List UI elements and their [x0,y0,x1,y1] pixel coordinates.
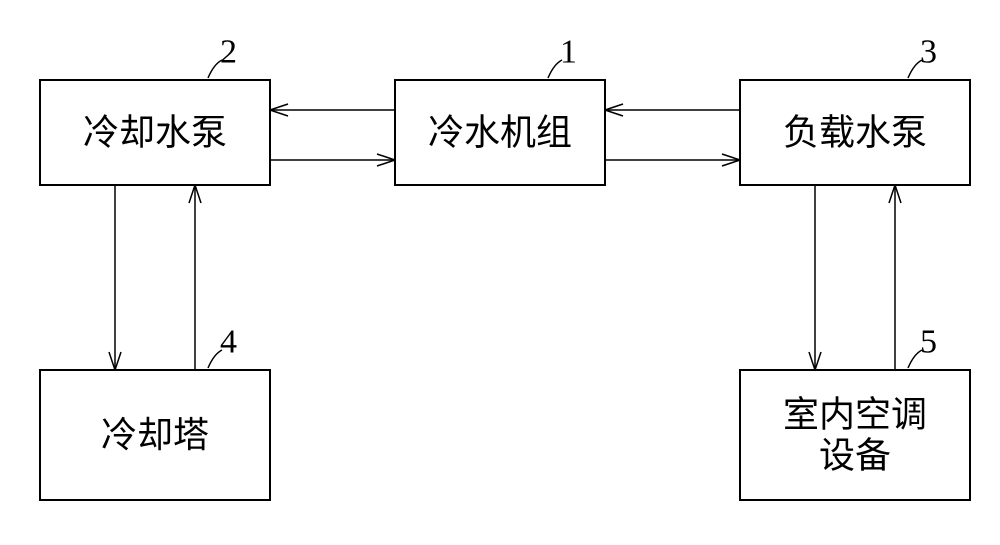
arrowhead [722,160,740,166]
node-label: 冷却水泵 [83,113,227,153]
node-number: 1 [560,34,577,71]
arrowhead [815,352,821,370]
arrowhead [377,154,395,160]
node-number: 3 [920,34,937,71]
arrowhead [377,160,395,166]
node-number: 2 [220,34,237,71]
node-label: 室内空调设备 [783,394,927,475]
arrowhead [809,352,815,370]
arrowhead [895,185,901,203]
arrowhead [270,110,288,116]
node-number: 4 [220,324,237,361]
node-label: 冷水机组 [428,113,572,153]
arrowhead [109,352,115,370]
arrowhead [889,185,895,203]
node-label: 冷却塔 [101,415,209,455]
arrowhead [722,154,740,160]
node-number: 5 [920,324,937,361]
arrowhead [270,104,288,110]
arrowhead [605,110,623,116]
arrowhead [115,352,121,370]
node-label: 负载水泵 [783,113,927,153]
arrowhead [189,185,195,203]
arrowhead [605,104,623,110]
arrowhead [195,185,201,203]
